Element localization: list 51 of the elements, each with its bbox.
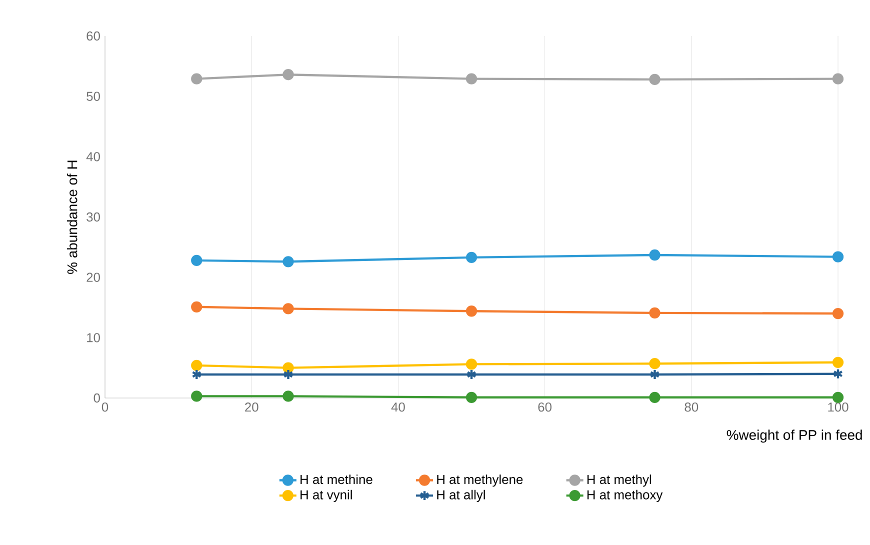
y-tick-label: 0 (94, 393, 100, 403)
x-tick-label: 40 (391, 402, 405, 412)
point (191, 73, 202, 84)
legend-label: H at methine (300, 474, 372, 484)
x-tick-label: 0 (102, 402, 108, 412)
point (282, 362, 294, 374)
point (283, 368, 294, 380)
point (649, 249, 660, 261)
y-tick-label: 30 (86, 212, 100, 222)
legend-label: H at methoxy (587, 490, 663, 502)
x-tick-label: 100 (828, 402, 848, 412)
point (466, 392, 478, 403)
point (832, 251, 844, 262)
point (832, 308, 844, 320)
x-tick-label: 60 (538, 402, 552, 412)
point (833, 368, 843, 380)
y-tick-label: 10 (87, 333, 100, 342)
x-tick-label: 20 (245, 402, 258, 412)
point (282, 303, 294, 314)
point (650, 368, 660, 380)
point (466, 358, 478, 370)
x-axis-title: %weight of PP in feed (726, 430, 862, 443)
legend-label: H at allyl (437, 490, 485, 502)
point (191, 301, 202, 312)
point (282, 256, 294, 268)
point (832, 356, 844, 368)
legend-label: H at methyl (587, 474, 652, 487)
point (191, 254, 202, 266)
point (466, 368, 476, 380)
y-tick-label: 60 (86, 31, 100, 41)
y-tick-label: 20 (86, 272, 100, 282)
point (649, 74, 660, 86)
point (191, 360, 202, 371)
point (466, 252, 478, 263)
point (649, 358, 660, 370)
legend-label: H at vynil (300, 490, 352, 502)
point (466, 73, 478, 84)
point (649, 392, 660, 403)
point (649, 307, 660, 319)
point (832, 392, 844, 403)
point (832, 73, 844, 84)
y-tick-label: 50 (86, 92, 100, 101)
point (192, 368, 202, 380)
point (282, 69, 294, 80)
point (466, 306, 478, 317)
x-tick-label: 80 (684, 402, 698, 412)
point (282, 390, 294, 402)
y-tick-label: 40 (86, 152, 100, 162)
legend-label: H at methylene (437, 474, 523, 487)
y-axis-title: % abundance of H (67, 160, 78, 274)
point (191, 390, 202, 402)
